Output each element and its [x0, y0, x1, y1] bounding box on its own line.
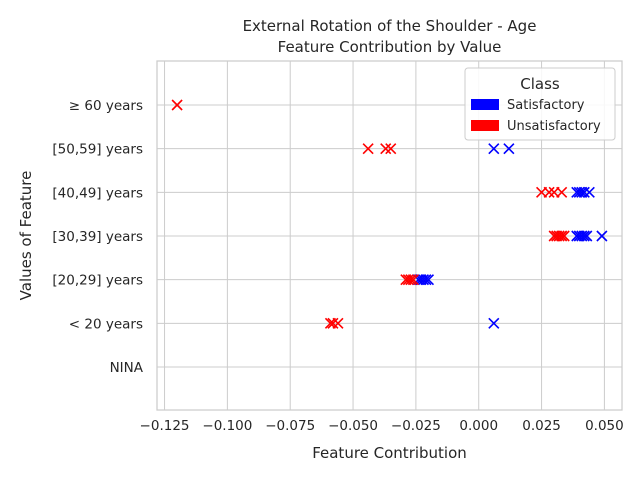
x-tick-labels: −0.125 −0.100 −0.075 −0.050 −0.025 0.000 0.025… — [140, 418, 624, 434]
data-point-unsatisfactory — [556, 186, 568, 198]
y-tick-label: < 20 years — [69, 316, 143, 332]
data-point-satisfactory — [578, 230, 590, 242]
x-tick-label: −0.075 — [265, 418, 315, 434]
x-tick-label: −0.100 — [202, 418, 252, 434]
data-point-satisfactory — [422, 274, 435, 286]
data-point-unsatisfactory — [332, 317, 344, 329]
data-point-unsatisfactory — [380, 143, 392, 155]
legend-title: Class — [520, 75, 560, 93]
data-point-satisfactory — [596, 230, 608, 242]
data-point-unsatisfactory — [556, 230, 568, 242]
legend-label-satisfactory: Satisfactory — [507, 98, 585, 113]
x-tick-label: −0.050 — [328, 418, 378, 434]
data-point-satisfactory — [417, 274, 429, 286]
data-marks — [171, 99, 608, 329]
data-point-unsatisfactory — [558, 230, 570, 242]
data-point-unsatisfactory — [405, 274, 417, 286]
x-axis-title: Feature Contribution — [312, 444, 467, 462]
legend-swatch-unsatisfactory — [471, 120, 499, 131]
x-tick-label: 0.025 — [522, 418, 561, 434]
legend-box — [464, 67, 616, 141]
data-point-unsatisfactory — [543, 186, 555, 198]
data-point-satisfactory — [581, 230, 593, 242]
data-point-unsatisfactory — [407, 274, 419, 286]
data-point-satisfactory — [488, 317, 500, 329]
data-point-satisfactory — [583, 186, 595, 198]
x-tick-label: 0.000 — [459, 418, 498, 434]
data-point-unsatisfactory — [362, 143, 374, 155]
data-point-unsatisfactory — [327, 317, 339, 329]
data-point-unsatisfactory — [402, 274, 414, 286]
data-point-satisfactory — [576, 230, 588, 242]
legend: Class Satisfactory Unsatisfactory — [464, 67, 616, 141]
y-tick-label: [50,59] years — [52, 142, 143, 158]
data-point-satisfactory — [578, 186, 590, 198]
data-point-satisfactory — [420, 274, 432, 286]
chart-title-line-2: Feature Contribution by Value — [278, 38, 502, 56]
y-tick-label: NINA — [110, 360, 144, 376]
legend-label-unsatisfactory: Unsatisfactory — [507, 119, 601, 134]
x-tick-label: −0.125 — [140, 418, 190, 434]
y-tick-label: [20,29] years — [52, 273, 143, 289]
data-point-satisfactory — [573, 186, 585, 198]
data-point-unsatisfactory — [553, 230, 565, 242]
data-point-unsatisfactory — [385, 143, 397, 155]
y-tick-labels: NINA < 20 years [20,29] years [30,39] years… — [52, 98, 143, 376]
x-tick-label: −0.025 — [391, 418, 441, 434]
y-tick-label: [30,39] years — [52, 229, 143, 245]
data-point-satisfactory — [503, 143, 515, 155]
chart-title-line-1: External Rotation of the Shoulder - Age — [243, 17, 537, 35]
data-point-unsatisfactory — [171, 99, 183, 111]
y-tick-label: [40,49] years — [52, 185, 143, 201]
y-axis-title: Values of Feature — [17, 171, 35, 301]
legend-swatch-satisfactory — [471, 99, 499, 110]
x-tick-label: 0.050 — [585, 418, 624, 434]
y-tick-label: ≥ 60 years — [69, 98, 143, 114]
plot-frame — [156, 60, 623, 411]
data-point-satisfactory — [488, 143, 500, 155]
